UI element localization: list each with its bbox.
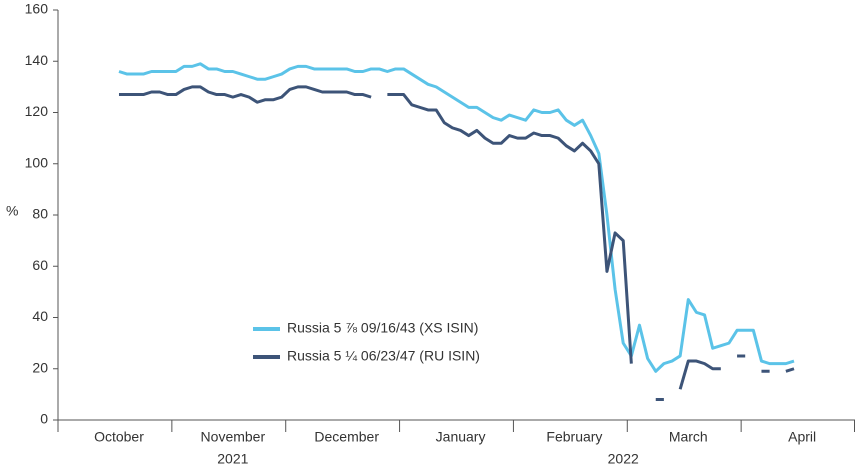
x-tick-label: October	[94, 429, 144, 445]
x-tick-label: March	[669, 429, 708, 445]
y-axis-label: %	[6, 203, 18, 219]
y-tick-label: 80	[32, 206, 48, 222]
y-tick-label: 160	[25, 1, 49, 17]
series-line	[118, 62, 795, 373]
x-year-label: 2022	[608, 451, 639, 467]
x-tick-label: December	[314, 429, 379, 445]
x-tick-label: November	[201, 429, 266, 445]
x-tick-label: February	[546, 429, 602, 445]
y-tick-label: 40	[32, 308, 48, 324]
y-tick-label: 140	[25, 52, 49, 68]
y-tick-label: 20	[32, 359, 48, 375]
x-tick-label: January	[436, 429, 486, 445]
x-tick-label: April	[788, 429, 816, 445]
y-tick-label: 100	[25, 154, 49, 170]
y-tick-label: 60	[32, 257, 48, 273]
legend-label: Russia 5 ⅞ 09/16/43 (XS ISIN)	[287, 320, 478, 336]
legend-label: Russia 5 ¼ 06/23/47 (RU ISIN)	[287, 348, 480, 364]
series-line	[118, 85, 795, 401]
y-tick-label: 120	[25, 103, 49, 119]
y-tick-label: 0	[40, 411, 48, 427]
x-year-label: 2021	[217, 451, 248, 467]
